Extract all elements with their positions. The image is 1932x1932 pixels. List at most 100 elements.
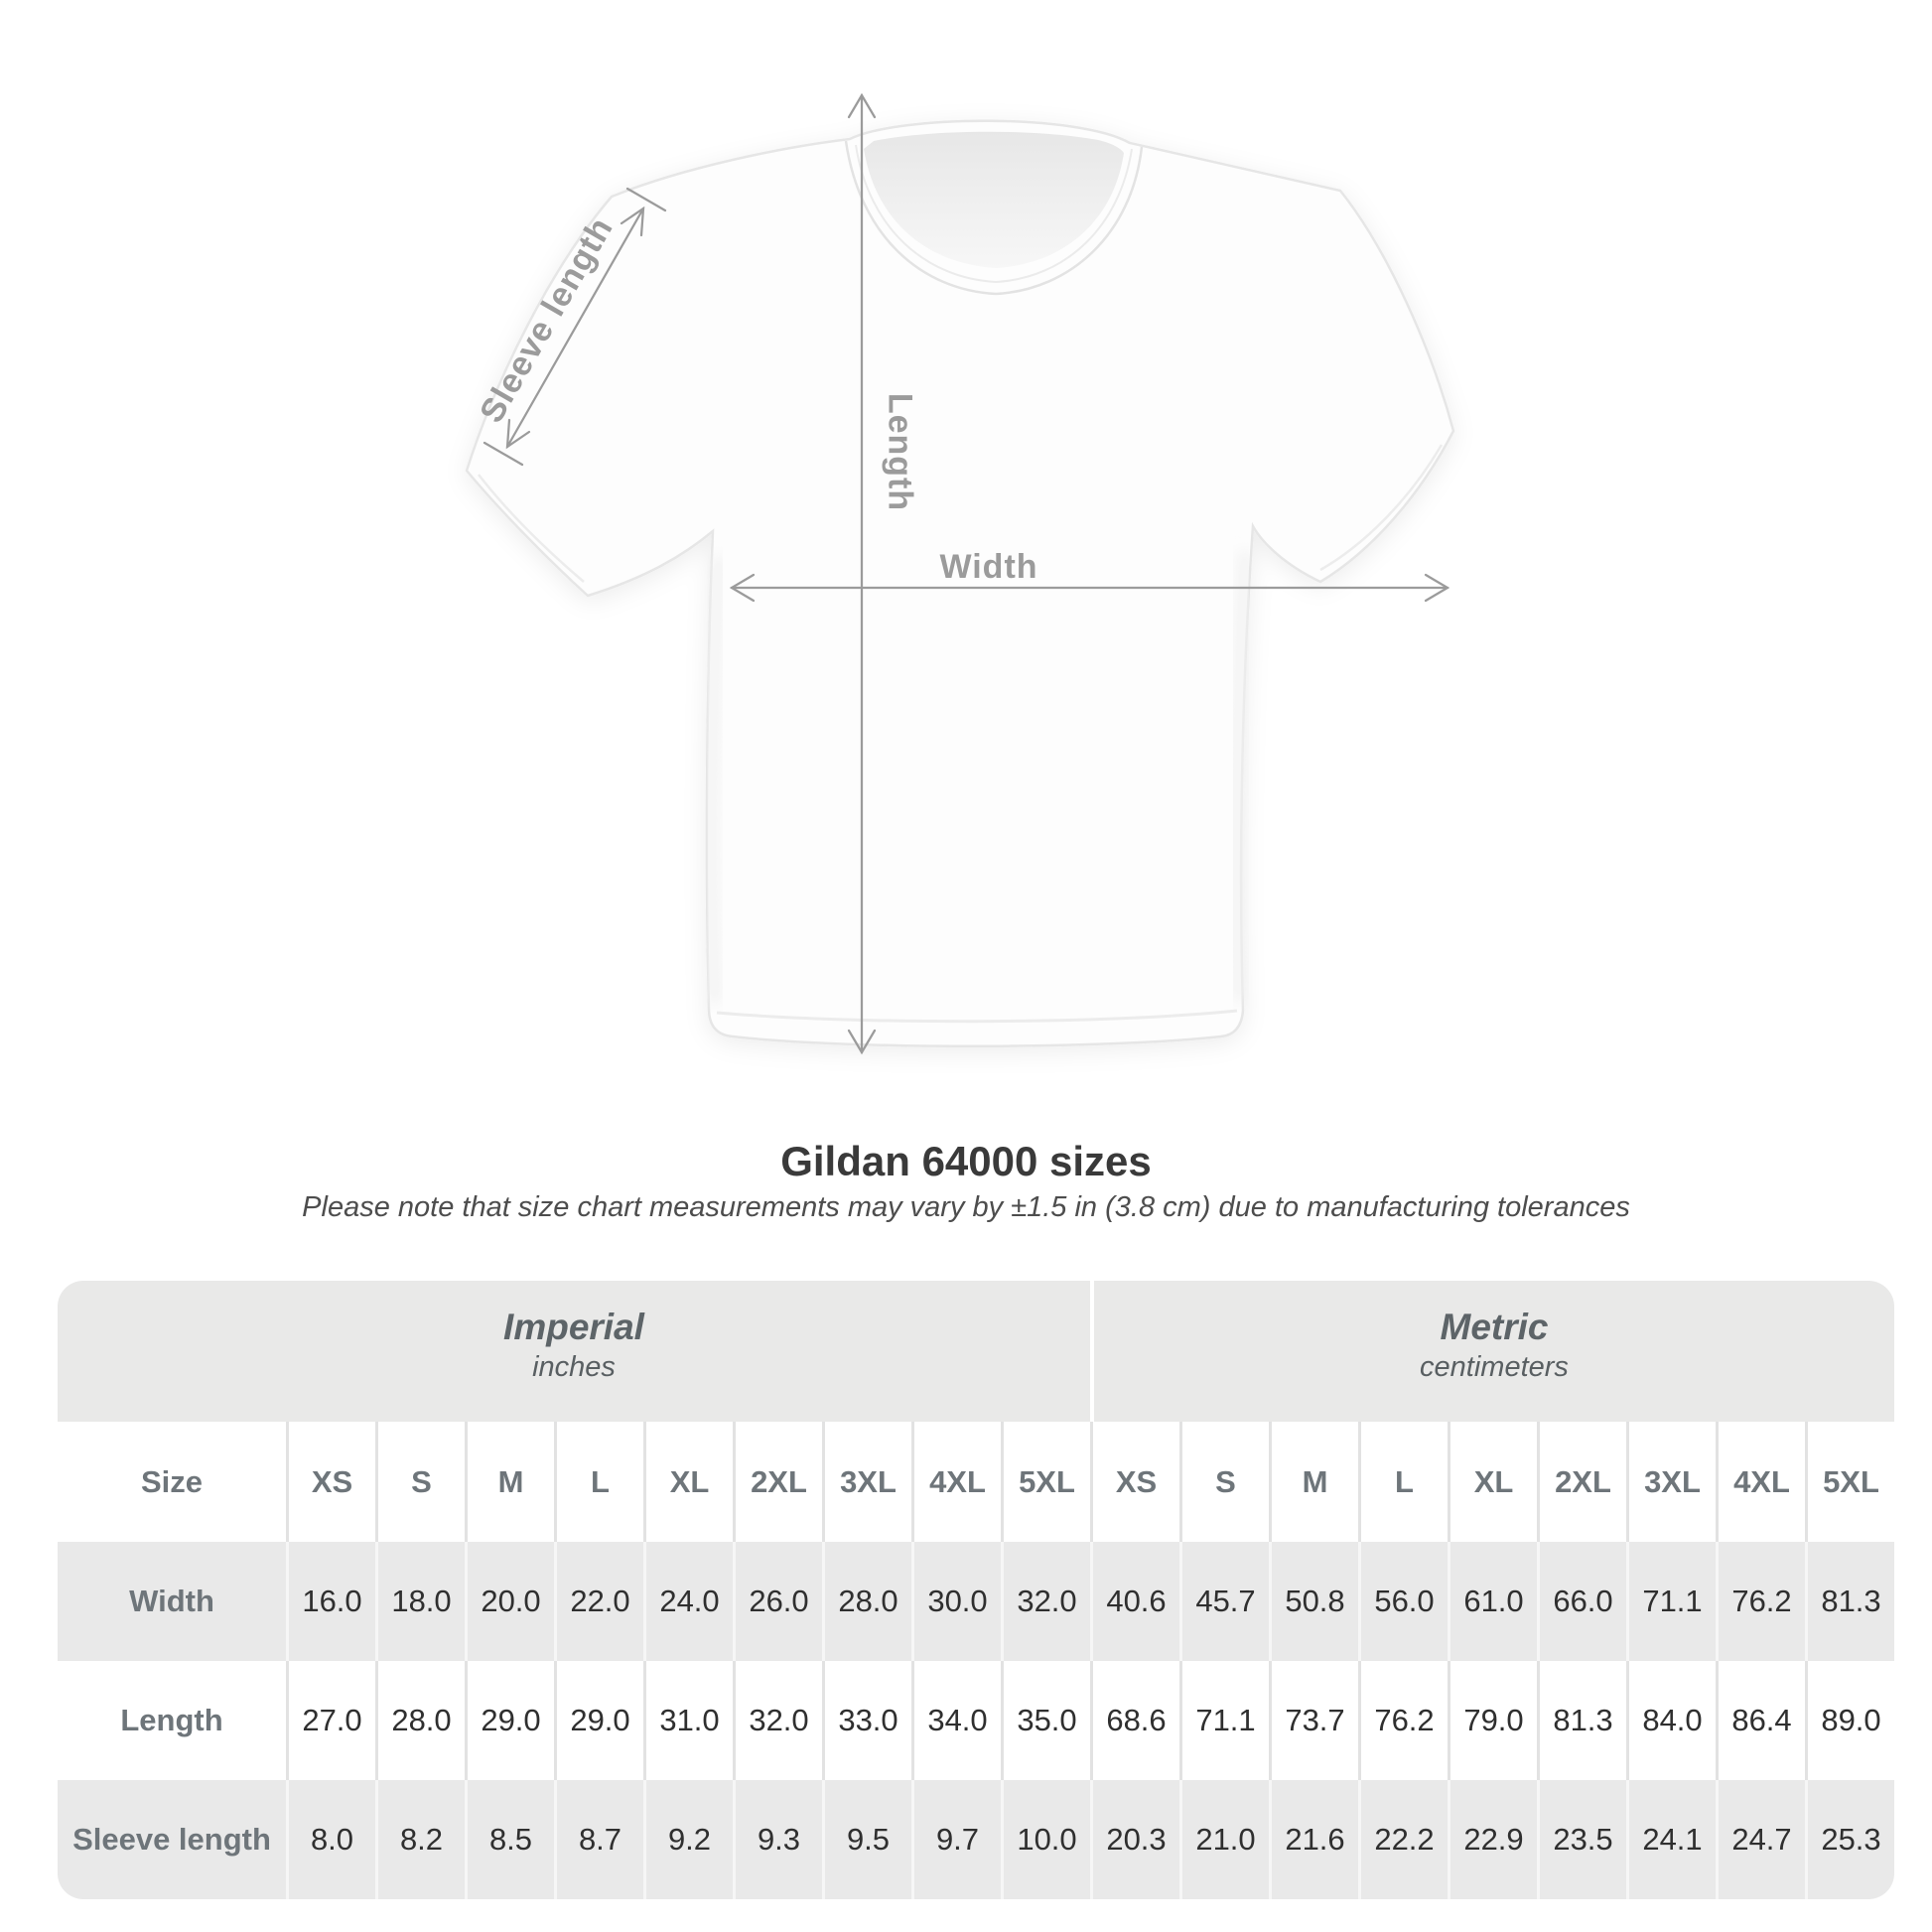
width-imperial-xs: 16.0 <box>286 1542 375 1661</box>
sleeve-row-label: Sleeve length <box>72 1822 271 1857</box>
size-header-imperial-xl: XL <box>643 1422 733 1542</box>
metric-group-name: Metric <box>1440 1307 1549 1347</box>
length-imperial-5xl: 35.0 <box>1001 1661 1090 1780</box>
sleeve-metric-s: 21.0 <box>1179 1780 1269 1899</box>
length-imperial-m: 29.0 <box>465 1661 554 1780</box>
width-imperial-2xl: 26.0 <box>733 1542 822 1661</box>
sleeve-metric-m: 21.6 <box>1269 1780 1358 1899</box>
collar-outer-seam <box>844 140 1144 296</box>
width-imperial-xl: 24.0 <box>643 1542 733 1661</box>
length-label: Length <box>881 392 919 512</box>
size-header-metric-l: L <box>1358 1422 1448 1542</box>
width-metric-l: 56.0 <box>1358 1542 1448 1661</box>
length-row-label: Length <box>120 1703 223 1737</box>
length-row: Length 27.0 28.0 29.0 29.0 31.0 32.0 33.… <box>58 1661 1894 1780</box>
sleeve-metric-xl: 22.9 <box>1448 1780 1537 1899</box>
length-metric-m: 73.7 <box>1269 1661 1358 1780</box>
sleeve-metric-3xl: 24.1 <box>1626 1780 1716 1899</box>
size-header-imperial-m: M <box>465 1422 554 1542</box>
size-header-metric-5xl: 5XL <box>1805 1422 1894 1542</box>
sleeve-metric-5xl: 25.3 <box>1805 1780 1894 1899</box>
width-metric-s: 45.7 <box>1179 1542 1269 1661</box>
size-header-imperial-xs: XS <box>286 1422 375 1542</box>
metric-group-unit: centimeters <box>1420 1351 1569 1383</box>
size-header-metric-m: M <box>1269 1422 1358 1542</box>
tshirt-figure <box>465 92 1455 1055</box>
sleeve-metric-l: 22.2 <box>1358 1780 1448 1899</box>
length-metric-4xl: 86.4 <box>1716 1661 1805 1780</box>
metric-group-header: Metric centimeters <box>1090 1281 1894 1422</box>
sleeve-imperial-xl: 9.2 <box>643 1780 733 1899</box>
shading-left <box>705 555 725 1004</box>
sleeve-imperial-2xl: 9.3 <box>733 1780 822 1899</box>
width-imperial-5xl: 32.0 <box>1001 1542 1090 1661</box>
sleeve-metric-xs: 20.3 <box>1090 1780 1179 1899</box>
width-imperial-m: 20.0 <box>465 1542 554 1661</box>
width-imperial-l: 22.0 <box>554 1542 643 1661</box>
width-row-label: Width <box>129 1584 214 1618</box>
width-arrow <box>729 573 1450 603</box>
length-metric-s: 71.1 <box>1179 1661 1269 1780</box>
width-imperial-3xl: 28.0 <box>822 1542 911 1661</box>
sleeve-length-row: Sleeve length 8.0 8.2 8.5 8.7 9.2 9.3 9.… <box>58 1780 1894 1899</box>
width-metric-m: 50.8 <box>1269 1542 1358 1661</box>
length-imperial-s: 28.0 <box>375 1661 465 1780</box>
tolerance-note: Please note that size chart measurements… <box>302 1191 1630 1223</box>
imperial-group-unit: inches <box>532 1351 616 1383</box>
size-table: Imperial inches Metric centimeters Size … <box>58 1281 1894 1899</box>
size-header-metric-2xl: 2XL <box>1537 1422 1626 1542</box>
width-metric-xs: 40.6 <box>1090 1542 1179 1661</box>
size-header-imperial-s: S <box>375 1422 465 1542</box>
shading-right <box>1231 551 1251 1002</box>
sleeve-length-arrow <box>483 187 667 467</box>
size-column-label: Size <box>140 1463 204 1499</box>
imperial-group-name: Imperial <box>503 1307 644 1347</box>
size-header-metric-3xl: 3XL <box>1626 1422 1716 1542</box>
width-label: Width <box>939 548 1038 586</box>
sleeve-imperial-s: 8.2 <box>375 1780 465 1899</box>
width-imperial-s: 18.0 <box>375 1542 465 1661</box>
length-imperial-l: 29.0 <box>554 1661 643 1780</box>
width-imperial-4xl: 30.0 <box>911 1542 1001 1661</box>
length-arrow <box>847 92 877 1055</box>
length-imperial-xs: 27.0 <box>286 1661 375 1780</box>
size-header-imperial-4xl: 4XL <box>911 1422 1001 1542</box>
left-sleeve-hem-stitch <box>478 474 585 583</box>
size-header-metric-s: S <box>1179 1422 1269 1542</box>
length-metric-5xl: 89.0 <box>1805 1661 1894 1780</box>
sleeve-metric-2xl: 23.5 <box>1537 1780 1626 1899</box>
length-imperial-4xl: 34.0 <box>911 1661 1001 1780</box>
right-sleeve-hem-stitch <box>1319 444 1444 572</box>
unit-group-band: Imperial inches Metric centimeters <box>58 1281 1894 1422</box>
size-header-imperial-3xl: 3XL <box>822 1422 911 1542</box>
sleeve-imperial-4xl: 9.7 <box>911 1780 1001 1899</box>
collar-opening <box>864 131 1124 268</box>
width-metric-2xl: 66.0 <box>1537 1542 1626 1661</box>
width-metric-3xl: 71.1 <box>1626 1542 1716 1661</box>
width-metric-xl: 61.0 <box>1448 1542 1537 1661</box>
sleeve-imperial-5xl: 10.0 <box>1001 1780 1090 1899</box>
length-metric-3xl: 84.0 <box>1626 1661 1716 1780</box>
size-header-row: Size XS S M L XL 2XL 3XL 4XL 5XL XS S M … <box>58 1422 1894 1542</box>
sleeve-imperial-3xl: 9.5 <box>822 1780 911 1899</box>
length-metric-l: 76.2 <box>1358 1661 1448 1780</box>
width-metric-5xl: 81.3 <box>1805 1542 1894 1661</box>
sleeve-imperial-l: 8.7 <box>554 1780 643 1899</box>
imperial-group-header: Imperial inches <box>58 1281 1090 1422</box>
width-metric-4xl: 76.2 <box>1716 1542 1805 1661</box>
sleeve-imperial-m: 8.5 <box>465 1780 554 1899</box>
length-imperial-3xl: 33.0 <box>822 1661 911 1780</box>
collar-stitch <box>855 144 1133 284</box>
size-header-metric-xs: XS <box>1090 1422 1179 1542</box>
length-metric-2xl: 81.3 <box>1537 1661 1626 1780</box>
sleeve-imperial-xs: 8.0 <box>286 1780 375 1899</box>
size-header-metric-4xl: 4XL <box>1716 1422 1805 1542</box>
width-row: Width 16.0 18.0 20.0 22.0 24.0 26.0 28.0… <box>58 1542 1894 1661</box>
bottom-hem-stitch <box>716 1009 1238 1024</box>
page-title: Gildan 64000 sizes <box>780 1138 1152 1184</box>
length-metric-xl: 79.0 <box>1448 1661 1537 1780</box>
size-header-imperial-l: L <box>554 1422 643 1542</box>
length-imperial-xl: 31.0 <box>643 1661 733 1780</box>
size-header-imperial-2xl: 2XL <box>733 1422 822 1542</box>
